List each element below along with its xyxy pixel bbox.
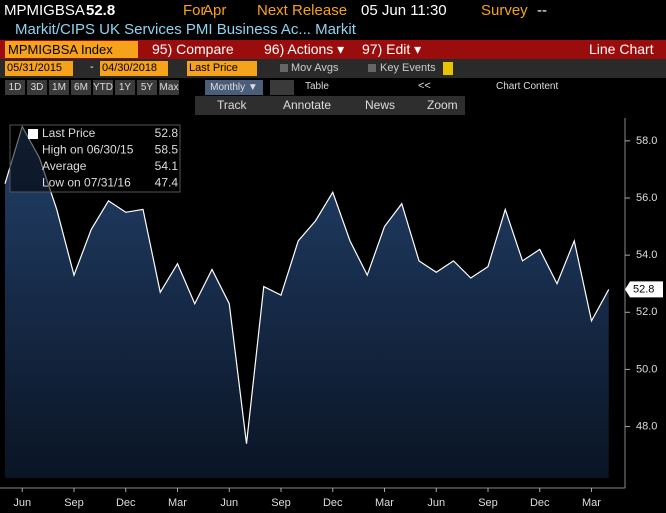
year-label: 2018 bbox=[573, 512, 597, 513]
date-dash: - bbox=[90, 61, 94, 73]
legend-box bbox=[9, 124, 181, 193]
tool-button[interactable]: Zoom bbox=[427, 98, 458, 112]
next-release: 05 Jun 11:30 bbox=[361, 2, 447, 19]
x-tick-label: Jun bbox=[220, 497, 238, 509]
legend-label: Low on 07/31/16 bbox=[42, 176, 131, 190]
x-tick-label: Jun bbox=[427, 497, 445, 509]
compare-button[interactable]: 95) Compare bbox=[152, 41, 234, 57]
x-tick-label: Dec bbox=[116, 497, 136, 509]
checkbox[interactable] bbox=[368, 64, 376, 72]
y-tick-label: 48.0 bbox=[636, 420, 657, 432]
legend-label: Average bbox=[42, 159, 87, 173]
next-release-label: Next Release bbox=[257, 2, 348, 19]
year-label: 2017 bbox=[418, 512, 442, 513]
x-tick-label: Mar bbox=[168, 497, 187, 509]
table-button[interactable]: Table bbox=[305, 81, 329, 92]
period-label: For bbox=[183, 2, 206, 19]
year-label: 2016 bbox=[211, 512, 235, 513]
range-button[interactable]: 6M bbox=[71, 80, 91, 95]
legend-value: 47.4 bbox=[155, 176, 179, 190]
last-value: 52.8 bbox=[86, 2, 116, 19]
y-tick-label: 58.0 bbox=[636, 135, 657, 147]
range-button[interactable]: YTD bbox=[93, 80, 113, 95]
x-tick-label: Sep bbox=[271, 497, 291, 509]
chart-content[interactable]: Chart Content bbox=[496, 81, 559, 92]
actions-button[interactable]: 96) Actions ▾ bbox=[264, 41, 345, 57]
range-button[interactable]: Max bbox=[159, 80, 179, 95]
range-button[interactable]: 3D bbox=[27, 80, 47, 95]
end-date[interactable]: 04/30/2018 bbox=[100, 61, 168, 76]
x-tick-label: Jun bbox=[13, 497, 31, 509]
x-tick-label: Dec bbox=[323, 497, 343, 509]
range-button[interactable]: 1Y bbox=[115, 80, 135, 95]
legend-swatch bbox=[28, 129, 38, 139]
legend-value: 52.8 bbox=[155, 126, 179, 140]
last-value-marker bbox=[625, 281, 663, 298]
range-button[interactable]: 1M bbox=[49, 80, 69, 95]
tool-button[interactable]: Annotate bbox=[283, 98, 332, 112]
year-label: 2015 bbox=[56, 512, 80, 513]
y-tick-label: 52.0 bbox=[636, 306, 657, 318]
survey: -- bbox=[537, 2, 547, 19]
security[interactable]: MPMIGBSA Index bbox=[5, 41, 138, 58]
survey-label: Survey bbox=[481, 2, 528, 19]
y-tick-label: 56.0 bbox=[636, 192, 657, 204]
tool-button[interactable]: News bbox=[365, 98, 396, 112]
range-button[interactable]: 5Y bbox=[137, 80, 157, 95]
x-tick-label: Sep bbox=[478, 497, 498, 509]
x-tick-label: Sep bbox=[64, 497, 84, 509]
ticker: MPMIGBSA bbox=[4, 2, 85, 19]
price-line bbox=[4, 125, 610, 444]
view-label: Line Chart bbox=[589, 41, 654, 57]
legend-value: 58.5 bbox=[155, 143, 179, 157]
x-tick-label: Mar bbox=[375, 497, 394, 509]
x-tick-label: Mar bbox=[582, 497, 601, 509]
description: Markit/CIPS UK Services PMI Business Ac.… bbox=[15, 21, 356, 38]
field-select[interactable]: Last Price bbox=[187, 61, 257, 76]
legend-value: 54.1 bbox=[155, 159, 179, 173]
last-value-label: 52.8 bbox=[633, 283, 654, 295]
chart-icon[interactable] bbox=[270, 80, 294, 95]
legend-label: Last Price bbox=[42, 126, 96, 140]
y-tick-label: 54.0 bbox=[636, 249, 657, 261]
tool-button[interactable]: Track bbox=[217, 98, 247, 112]
edit-button[interactable]: 97) Edit ▾ bbox=[362, 41, 422, 57]
range-button[interactable]: 1D bbox=[5, 80, 25, 95]
key-events[interactable]: Key Events bbox=[380, 62, 436, 74]
frequency-select[interactable]: Monthly ▼ bbox=[205, 80, 263, 95]
chart: 48.0 50.0 52.0 54.0 56.0 58.0 52.8 Jun Sep 2015 De… bbox=[0, 118, 663, 513]
x-tick-label: Dec bbox=[530, 497, 550, 509]
y-tick-label: 50.0 bbox=[636, 363, 657, 375]
period: Apr bbox=[203, 2, 227, 19]
checkbox[interactable] bbox=[280, 64, 288, 72]
collapse-button[interactable]: << bbox=[418, 80, 431, 92]
start-date[interactable]: 05/31/2015 bbox=[5, 61, 73, 76]
toolbar bbox=[0, 40, 666, 59]
legend-label: High on 06/30/15 bbox=[42, 143, 134, 157]
area-fill bbox=[5, 126, 609, 479]
info-icon[interactable] bbox=[443, 62, 453, 75]
mov-avgs[interactable]: Mov Avgs bbox=[291, 62, 339, 74]
tools-bar bbox=[195, 96, 465, 115]
